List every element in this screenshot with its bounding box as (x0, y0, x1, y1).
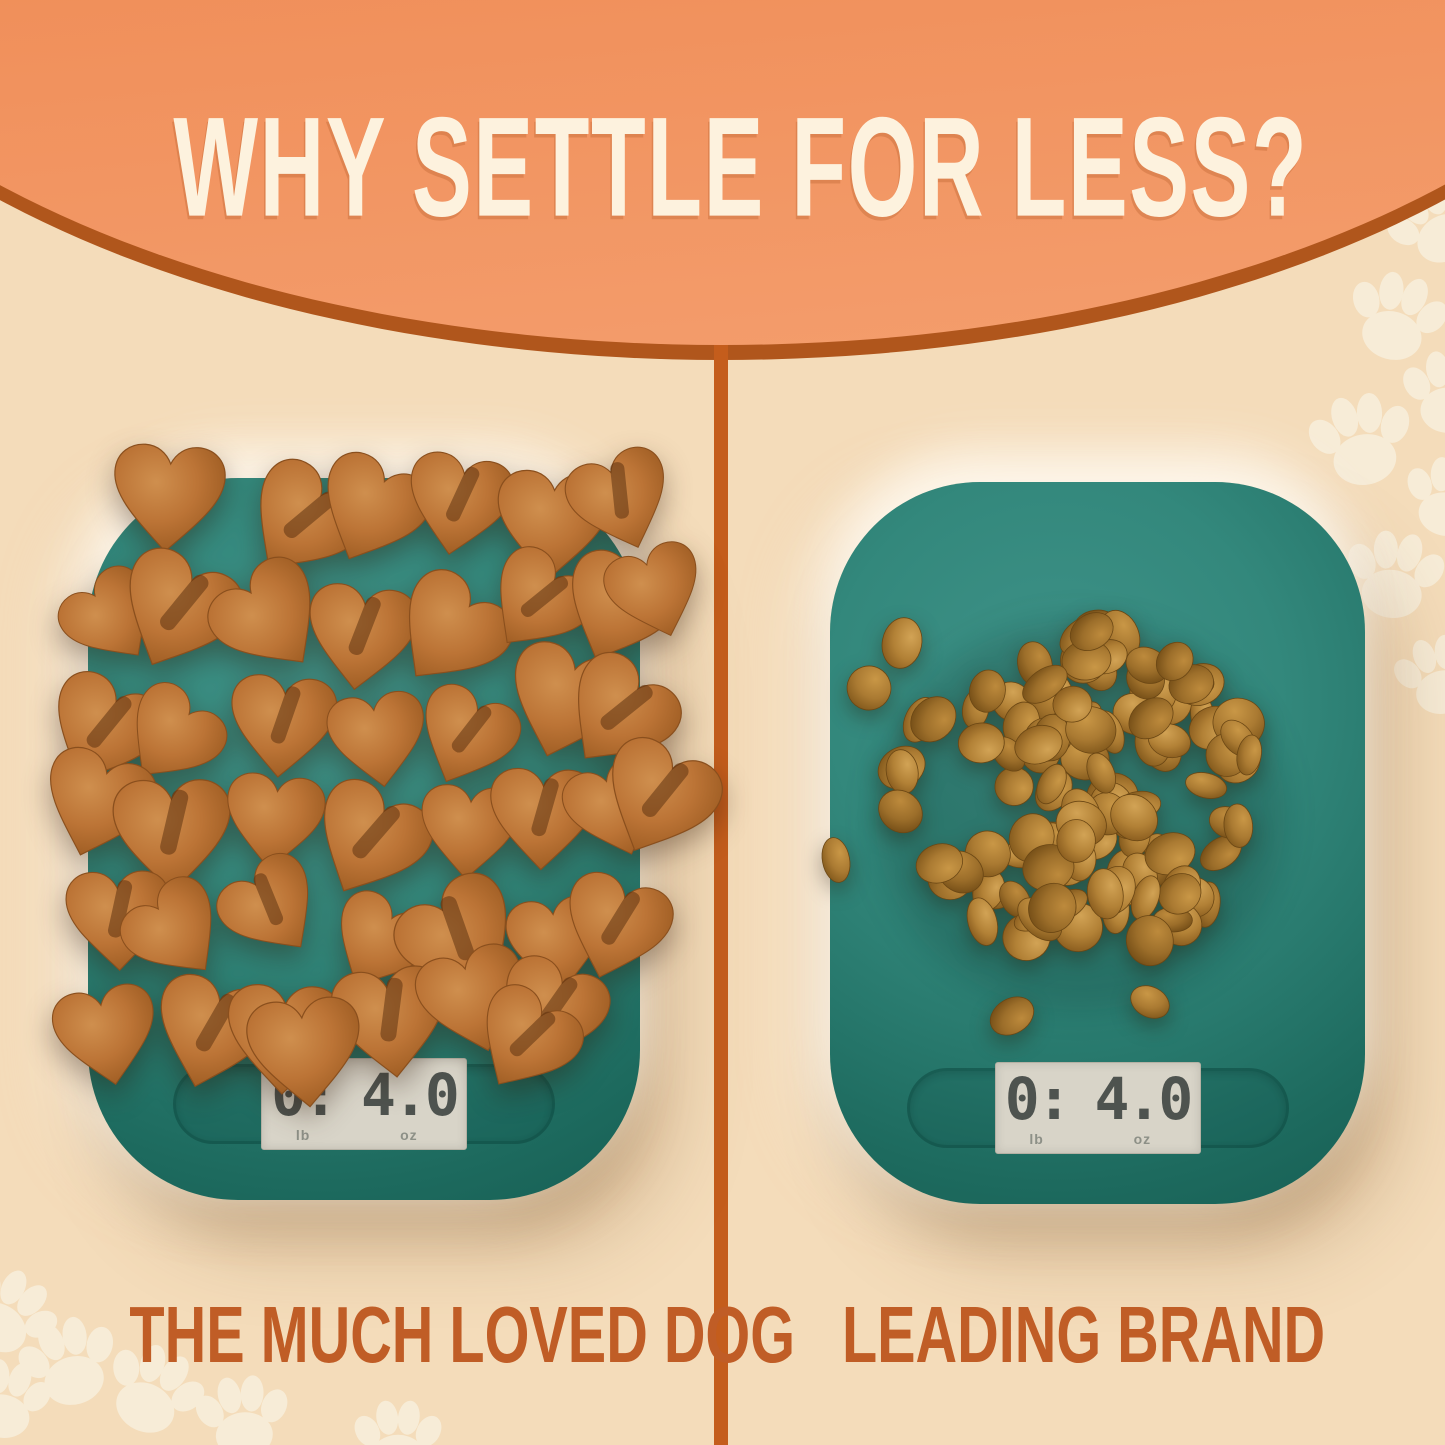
paw-print-icon (349, 1399, 447, 1445)
divider-line (714, 332, 728, 1445)
lcd-pounds-column: 0: lb (1004, 1064, 1072, 1147)
right-scale-display-pill: 0: lb 4.0 oz (906, 1062, 1289, 1154)
left-kitchen-scale: 0: lb 4.0 oz (88, 478, 640, 1200)
lcd-pounds-value: 0: (271, 1060, 338, 1129)
left-panel-label: THE MUCH LOVED DOG (129, 1290, 796, 1379)
lcd-pounds-unit: lb (295, 1126, 311, 1143)
paw-print-icon (1297, 384, 1426, 495)
lcd-ounces-value: 4.0 (1094, 1064, 1194, 1133)
right-kitchen-scale: 0: lb 4.0 oz (830, 482, 1365, 1204)
lcd-ounces-column: 4.0 oz (1094, 1064, 1194, 1147)
lcd-ounces-unit: oz (1133, 1130, 1152, 1147)
lcd-ounces-value: 4.0 (361, 1060, 460, 1129)
lcd-ounces-column: 4.0 oz (361, 1060, 460, 1143)
lcd-ounces-unit: oz (400, 1126, 418, 1143)
lcd-pounds-value: 0: (1004, 1064, 1072, 1133)
paw-print-icon (1333, 260, 1445, 373)
paw-print-icon (188, 1370, 298, 1445)
lcd-pounds-column: 0: lb (271, 1060, 338, 1143)
right-panel-label: LEADING BRAND (842, 1290, 1326, 1379)
paw-print-icon (1383, 626, 1445, 724)
paw-print-icon (1397, 349, 1445, 433)
banner-title: WHY SETTLE FOR LESS? (173, 88, 1309, 247)
left-scale-lcd: 0: lb 4.0 oz (261, 1058, 467, 1150)
right-scale-lcd: 0: lb 4.0 oz (994, 1062, 1201, 1154)
paw-print-icon (1393, 449, 1445, 544)
lcd-pounds-unit: lb (1029, 1130, 1044, 1147)
left-scale-display-pill: 0: lb 4.0 oz (173, 1058, 555, 1150)
